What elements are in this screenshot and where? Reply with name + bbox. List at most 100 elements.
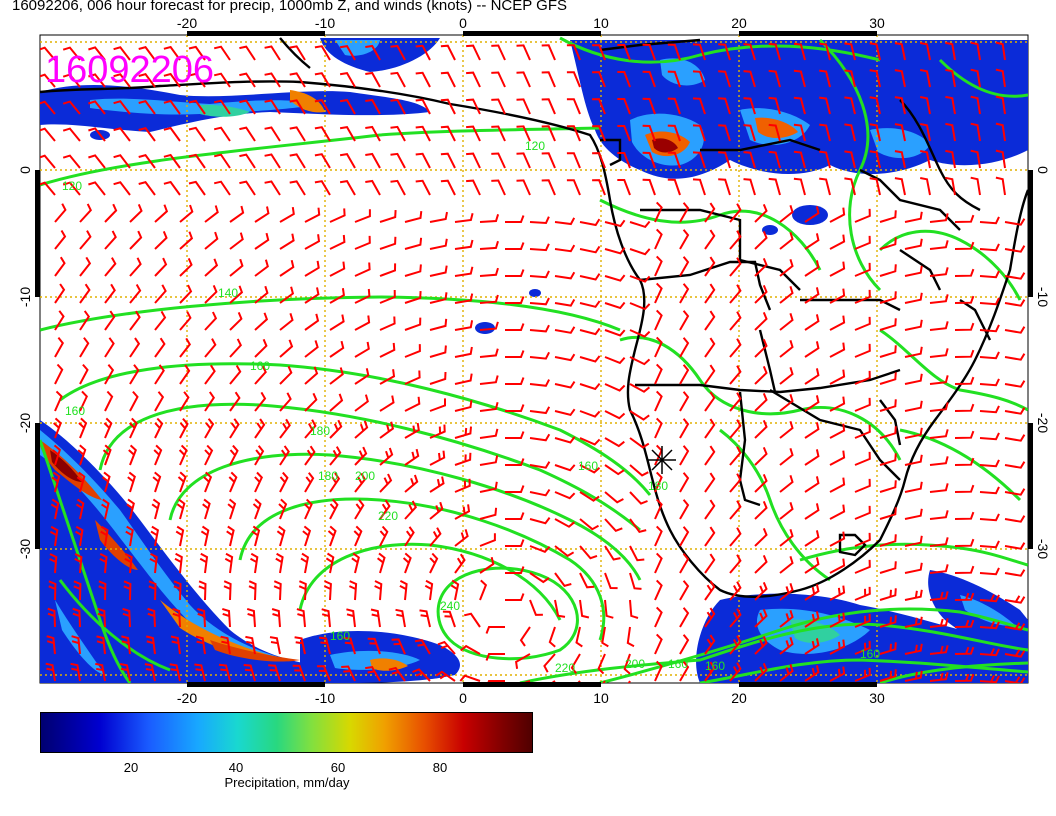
wind-barb [246, 607, 256, 628]
wind-barb [679, 283, 690, 304]
wind-barb [466, 179, 481, 196]
wind-barb [239, 153, 256, 169]
wind-barb [1004, 353, 1026, 361]
wind-barb [101, 471, 111, 493]
wind-barb [779, 421, 794, 439]
lon-labels-bottom: -20 -10 0 10 20 30 [177, 690, 885, 706]
wind-barb [188, 126, 206, 142]
wind-barb [604, 518, 623, 532]
wind-barb [854, 505, 871, 520]
wind-barb [104, 230, 117, 250]
wind-barb [754, 420, 768, 439]
wind-barb [579, 464, 601, 474]
wind-barb [154, 337, 166, 358]
wind-barb [75, 525, 84, 547]
wind-barb [370, 608, 381, 628]
wind-barb [254, 471, 263, 493]
wind-barb [129, 257, 142, 277]
wind-barb [629, 275, 651, 283]
wind-barb [374, 580, 383, 601]
wind-barb [779, 340, 794, 358]
wind-barb [869, 123, 881, 142]
wind-barb [376, 552, 386, 574]
wind-barb [113, 127, 131, 142]
wind-barb [979, 270, 1000, 279]
wind-barb [314, 180, 331, 196]
wind-barb [793, 42, 806, 61]
wind-barb [226, 525, 235, 547]
wind-barb [138, 46, 156, 61]
wind-barb [995, 176, 1006, 196]
wind-barb [104, 390, 114, 412]
wind-barb [454, 239, 474, 250]
wind-barb [929, 483, 949, 493]
wind-barb [304, 445, 316, 466]
wind-barb [279, 445, 290, 466]
wind-barb [654, 363, 663, 385]
contour-label: 180 [310, 424, 330, 438]
wind-barb [88, 181, 106, 196]
wind-barb [399, 580, 408, 601]
wind-barb [50, 498, 60, 520]
wind-barb [505, 215, 525, 223]
wind-barb [154, 417, 164, 439]
wind-barb [929, 321, 949, 331]
wind-barb [204, 285, 218, 304]
wind-barb [254, 365, 267, 385]
wind-barb [604, 274, 626, 282]
wind-barb [995, 41, 1006, 61]
wind-barb [579, 491, 600, 502]
wind-barb [979, 567, 1000, 576]
wind-barb [289, 99, 306, 115]
wind-barb [592, 125, 606, 142]
contour-label: 160 [705, 659, 725, 673]
wind-barb [829, 342, 846, 358]
lon-label: -10 [315, 690, 335, 706]
wind-barb [679, 661, 690, 682]
wind-barb [904, 643, 923, 655]
wind-barb [654, 201, 663, 223]
wind-barb [869, 150, 881, 169]
wind-barb [929, 672, 949, 682]
wind-barb [554, 572, 572, 588]
wind-barb [529, 572, 550, 584]
wind-barb [779, 583, 794, 601]
wind-barb [793, 69, 806, 88]
wind-barb [979, 243, 1000, 252]
wind-barb [844, 42, 856, 61]
wind-barb [304, 313, 320, 331]
wind-barb [365, 666, 381, 682]
wind-barb [819, 69, 831, 88]
wind-barb [463, 612, 481, 628]
wind-barb [479, 428, 499, 439]
wind-barb [121, 635, 131, 655]
wind-barb [354, 420, 369, 439]
wind-barb [354, 368, 370, 385]
wind-barb [128, 444, 137, 466]
wind-barb [213, 153, 231, 169]
wind-barb [339, 153, 356, 169]
wind-barb [354, 209, 371, 223]
wind-barb [429, 450, 446, 466]
colorbar-title: Precipitation, mm/day [224, 775, 350, 790]
wind-barb [718, 178, 731, 196]
wind-barb [323, 580, 332, 601]
wind-barb [466, 44, 481, 61]
wind-barb [995, 68, 1006, 88]
wind-barb [239, 99, 256, 115]
wind-barb [979, 324, 1000, 333]
wind-barb [879, 588, 897, 601]
lon-labels-top: -20 -10 0 10 20 30 [177, 15, 885, 31]
wind-barb [304, 419, 317, 439]
wind-barb [404, 237, 423, 250]
wind-barb [579, 327, 601, 336]
wind-barb [40, 73, 56, 88]
lon-label: 0 [459, 690, 467, 706]
wind-barb [304, 366, 319, 385]
wind-barb [920, 123, 931, 142]
wind-barb [829, 504, 846, 520]
wind-barb [829, 288, 846, 304]
wind-barb [204, 311, 218, 331]
wind-barb [62, 100, 81, 115]
wind-barb [743, 151, 756, 169]
